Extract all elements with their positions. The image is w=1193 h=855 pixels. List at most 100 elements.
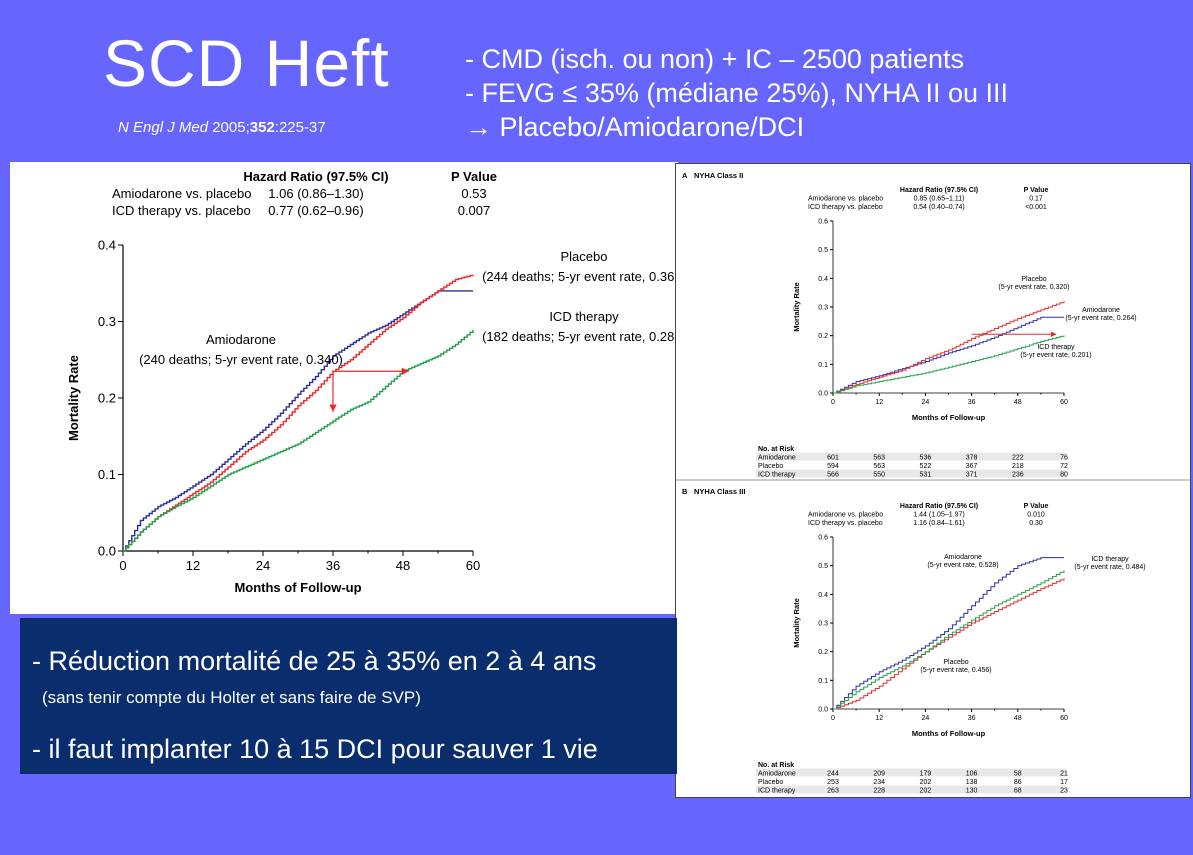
class3-risk-row-value: 106 (966, 771, 978, 778)
class2-annotation-name-icd-therapy: ICD therapy (1037, 344, 1075, 351)
class3-risk-row-value: 23 (1060, 788, 1068, 795)
class2-y-tick-label: 0.2 (818, 333, 828, 340)
class2-risk-row-value: 594 (827, 463, 839, 470)
class3-risk-row-label: ICD therapy (758, 788, 796, 795)
main-x-tick-label: 0 (119, 558, 126, 573)
main-x-tick-label: 12 (186, 558, 200, 573)
class2-panel-title: NYHA Class II (694, 171, 743, 180)
class3-risk-row-value: 17 (1060, 779, 1068, 786)
class2-y-tick-label: 0.3 (818, 304, 828, 311)
class2-y-tick-label: 0.0 (818, 390, 828, 397)
main-hr-row-label: ICD therapy vs. placebo (112, 203, 251, 218)
class3-y-tick-label: 0.5 (818, 563, 828, 570)
class3-risk-row-value: 209 (873, 771, 885, 778)
main-x-tick-label: 36 (326, 558, 340, 573)
class2-hr-row-value: 0.85 (0.65–1.11) (914, 196, 965, 203)
class2-annotation-detail-amiodarone: (5-yr event rate, 0.264) (1065, 315, 1136, 322)
main-annotation-name-amiodarone: Amiodarone (206, 332, 276, 347)
class3-y-tick-label: 0.1 (818, 678, 828, 685)
class2-risk-row-value: 563 (873, 455, 885, 462)
class3-risk-row-value: 58 (1014, 771, 1022, 778)
bullet-population: - CMD (isch. ou non) + IC – 2500 patient… (465, 44, 964, 74)
class3-risk-row-value: 86 (1014, 779, 1022, 786)
class3-series-line-placebo (833, 578, 1065, 710)
class2-risk-row-value: 563 (873, 463, 885, 470)
reference-journal: N Engl J Med (118, 119, 209, 136)
class2-horizontal-arrow-head (1050, 331, 1057, 337)
class2-hr-row-label: ICD therapy vs. placebo (808, 204, 883, 211)
main-x-tick-label: 60 (466, 558, 480, 573)
class3-risk-row-value: 202 (920, 788, 932, 795)
class2-x-tick-label: 24 (922, 399, 930, 406)
class3-risk-row-bg (756, 768, 1066, 777)
class3-risk-row-value: 21 (1060, 771, 1068, 778)
class2-risk-row-value: 522 (920, 463, 932, 470)
main-y-tick-label: 0.1 (98, 467, 116, 482)
class3-hr-row-pvalue: 0.010 (1027, 512, 1045, 519)
class3-y-tick-label: 0.6 (818, 534, 828, 541)
class3-hr-row-value: 1.16 (0.84–1.61) (913, 520, 964, 527)
class2-annotation-detail-placebo: (5-yr event rate, 0.320) (998, 284, 1069, 291)
class3-hr-row-pvalue: 0.30 (1029, 520, 1043, 527)
nyha-subgroup-panel: A NYHA Class II Hazard Ratio (97.5% CI) P V… (675, 163, 1191, 798)
main-series-line-icd-therapy (123, 329, 474, 552)
class3-risk-row-value: 202 (920, 779, 932, 786)
class2-hr-row-pvalue: <0.001 (1025, 204, 1047, 211)
class3-hr-row-label: Amiodarone vs. placebo (808, 512, 883, 519)
main-hr-row-pvalue: 0.53 (461, 186, 486, 201)
class2-series-line-icd-therapy (833, 335, 1065, 394)
class2-risk-row-bg (756, 469, 1066, 478)
class3-risk-row-label: Amiodarone (758, 771, 796, 778)
class2-risk-row-value: 371 (966, 472, 978, 479)
main-y-tick-label: 0.4 (98, 238, 116, 253)
main-x-axis-label: Months of Follow-up (234, 580, 361, 595)
main-series-line-amiodarone (123, 290, 473, 552)
class2-risk-table-title: No. at Risk (758, 446, 794, 453)
main-hr-row-pvalue: 0.007 (458, 203, 491, 218)
class2-x-tick-label: 60 (1060, 399, 1068, 406)
class2-risk-row-value: 222 (1012, 455, 1024, 462)
conclusion-mortality-reduction: - Réduction mortalité de 25 à 35% en 2 à… (32, 646, 597, 676)
class3-risk-row-value: 244 (827, 771, 839, 778)
class2-risk-row-value: 531 (920, 472, 932, 479)
class2-y-axis-label: Mortality Rate (792, 282, 801, 332)
class3-hr-row-label: ICD therapy vs. placebo (808, 520, 883, 527)
class3-risk-row-bg (756, 777, 1066, 785)
class2-risk-row-value: 76 (1060, 455, 1068, 462)
main-hr-header: Hazard Ratio (97.5% CI) (243, 169, 388, 184)
main-vertical-arrow-head (329, 404, 337, 412)
main-annotation-name-icd-therapy: ICD therapy (549, 309, 619, 324)
class3-panel-letter: B (682, 487, 688, 496)
class2-hr-row-pvalue: 0.17 (1029, 196, 1043, 203)
class2-risk-row-value: 236 (1012, 472, 1024, 479)
main-annotation-name-placebo: Placebo (561, 249, 608, 264)
class3-y-tick-label: 0.3 (818, 620, 828, 627)
main-mortality-chart: Hazard Ratio (97.5% CI) P Value Amiodarone… (66, 169, 686, 595)
class3-x-tick-label: 60 (1060, 715, 1068, 722)
class2-risk-row-value: 550 (873, 472, 885, 479)
study-bullets: - CMD (isch. ou non) + IC – 2500 patient… (465, 42, 1008, 144)
class2-series-line-placebo (833, 301, 1065, 394)
class3-risk-row-value: 179 (920, 771, 932, 778)
class3-annotation-name-amiodarone: Amiodarone (944, 554, 982, 561)
class3-x-axis-label: Months of Follow-up (912, 729, 986, 738)
class3-series-line-icd-therapy (833, 570, 1065, 710)
main-annotation-detail-icd-therapy: (182 deaths; 5-yr event rate, 0.289) (482, 329, 678, 344)
class2-y-tick-label: 0.5 (818, 247, 828, 254)
class3-risk-row-bg (756, 785, 1066, 794)
class3-annotation-detail-icd-therapy: (5-yr event rate, 0.484) (1074, 564, 1145, 571)
class3-risk-row-value: 228 (873, 788, 885, 795)
class3-hr-header: Hazard Ratio (97.5% CI) (900, 503, 978, 510)
class2-risk-row-value: 367 (966, 463, 978, 470)
class2-risk-row-value: 218 (1012, 463, 1024, 470)
class2-risk-row-label: Placebo (758, 463, 783, 470)
class3-risk-row-value: 130 (966, 788, 978, 795)
reference-citation: N Engl J Med 2005;352:225-37 (118, 119, 326, 136)
conclusion-box: - Réduction mortalité de 25 à 35% en 2 à… (20, 618, 677, 774)
class3-pvalue-header: P Value (1024, 503, 1049, 510)
class2-risk-row-bg (756, 452, 1066, 461)
class3-panel-title: NYHA Class III (694, 487, 745, 496)
class2-y-tick-label: 0.4 (818, 276, 828, 283)
class2-risk-row-value: 536 (920, 455, 932, 462)
main-hr-row-label: Amiodarone vs. placebo (112, 186, 251, 201)
